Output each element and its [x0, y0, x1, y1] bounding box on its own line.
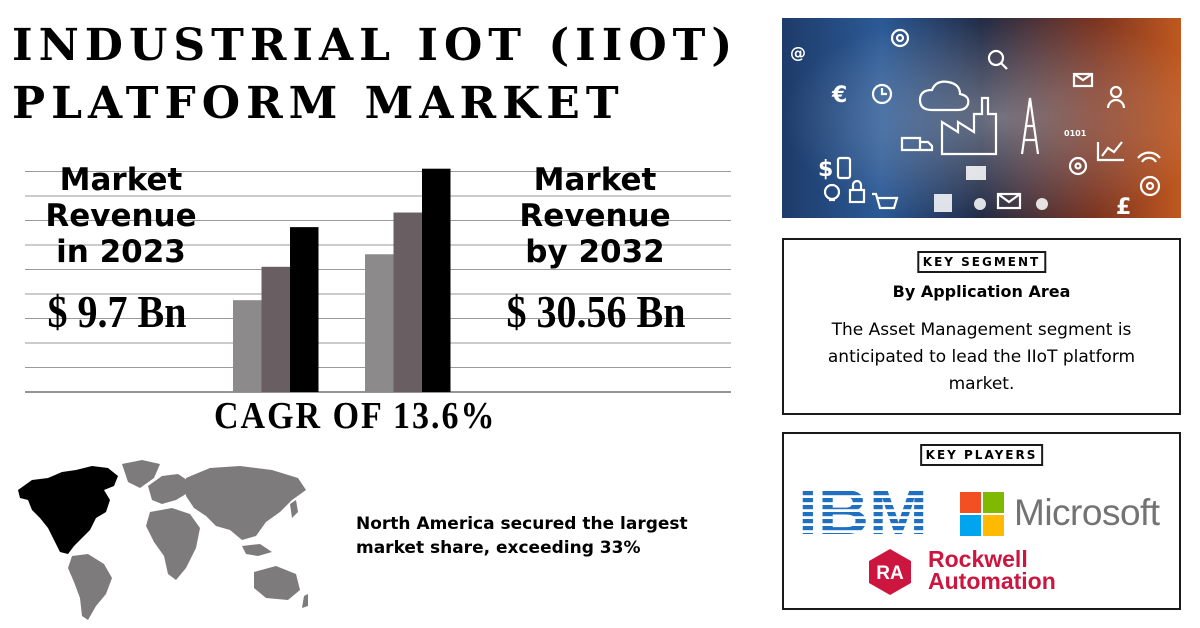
map-japan	[290, 500, 298, 518]
map-africa	[146, 508, 200, 580]
page-title-line1: INDUSTRIAL IOT (IIOT)	[12, 20, 739, 71]
market-revenue-2032-value: $ 30.56 Bn	[506, 285, 686, 338]
chart-bar	[261, 266, 290, 392]
market-growth-chart	[25, 168, 731, 393]
map-southeast-asia	[242, 544, 272, 556]
phone-icon	[836, 156, 852, 180]
drop-icon	[974, 198, 986, 210]
person-icon	[1106, 85, 1126, 109]
pound-icon: £	[1116, 195, 1131, 218]
svg-text:RA: RA	[876, 563, 904, 584]
building-icon	[934, 194, 952, 212]
at-icon: @	[790, 43, 806, 62]
microsoft-logo: Microsoft	[960, 490, 1170, 540]
rockwell-wordmark: Rockwell Automation	[928, 546, 1056, 594]
map-new-zealand	[302, 594, 308, 608]
world-map	[18, 460, 308, 620]
region-note: North America secured the largest market…	[356, 514, 688, 558]
key-segment-description: The Asset Management segment is anticipa…	[827, 320, 1136, 394]
key-segment-subtitle: By Application Area	[892, 282, 1071, 301]
map-europe	[148, 474, 190, 504]
home-icon	[1036, 198, 1048, 210]
clock-icon	[871, 83, 893, 105]
key-segment-tag: KEY SEGMENT	[916, 251, 1047, 273]
rockwell-automation-logo: RA Rockwell Automation	[864, 546, 1104, 602]
key-players-panel: KEY PLAYERS IBM Microsoft RA Rockwell Au…	[782, 432, 1181, 610]
cagr-label: CAGR OF 13.6%	[214, 395, 497, 438]
truck-icon	[900, 136, 934, 152]
gear-icon	[1068, 156, 1088, 176]
rockwell-badge-icon: RA	[869, 549, 911, 595]
map-south-america	[68, 554, 112, 620]
market-revenue-2023-label: Market Revenue in 2023	[45, 162, 197, 270]
bulb-icon	[823, 183, 841, 202]
key-players-tag: KEY PLAYERS	[919, 444, 1044, 466]
lock-icon	[848, 179, 866, 204]
chart-bar	[365, 254, 394, 392]
chart-bar	[233, 300, 262, 392]
gear-icon	[1139, 175, 1161, 197]
chart-bar	[393, 212, 422, 392]
search-icon	[987, 49, 1008, 70]
microsoft-wordmark: Microsoft	[1014, 492, 1160, 533]
gear-icon	[890, 28, 910, 48]
cloud-icon	[918, 80, 970, 112]
key-segment-panel: KEY SEGMENT By Application Area The Asse…	[782, 238, 1181, 415]
iot-hero-image: € $ £ @ 0101	[782, 18, 1181, 218]
euro-icon: €	[831, 83, 847, 108]
tower-icon	[1020, 97, 1040, 155]
map-greenland	[122, 460, 160, 488]
chart-icon	[1096, 141, 1124, 162]
microsoft-windows-icon	[960, 492, 1004, 536]
ibm-logo: IBM	[798, 484, 928, 540]
chart-bar	[422, 168, 451, 392]
dollar-icon: $	[818, 157, 833, 182]
map-north-america	[18, 466, 118, 554]
svg-text:IBM: IBM	[798, 484, 928, 540]
map-asia	[186, 466, 306, 540]
mail-icon	[1072, 72, 1094, 88]
monitor-icon	[966, 166, 986, 180]
market-revenue-2032-label: Market Revenue by 2032	[519, 162, 671, 270]
mail-icon	[996, 192, 1022, 210]
page-title-line2: PLATFORM MARKET	[12, 78, 625, 129]
binary-icon: 0101	[1064, 129, 1087, 138]
market-revenue-2023-value: $ 9.7 Bn	[47, 285, 187, 338]
map-australia	[254, 566, 300, 600]
factory-icon	[940, 96, 998, 156]
cart-icon	[872, 192, 899, 210]
wifi-icon	[1137, 151, 1161, 163]
chart-bar	[290, 227, 319, 392]
